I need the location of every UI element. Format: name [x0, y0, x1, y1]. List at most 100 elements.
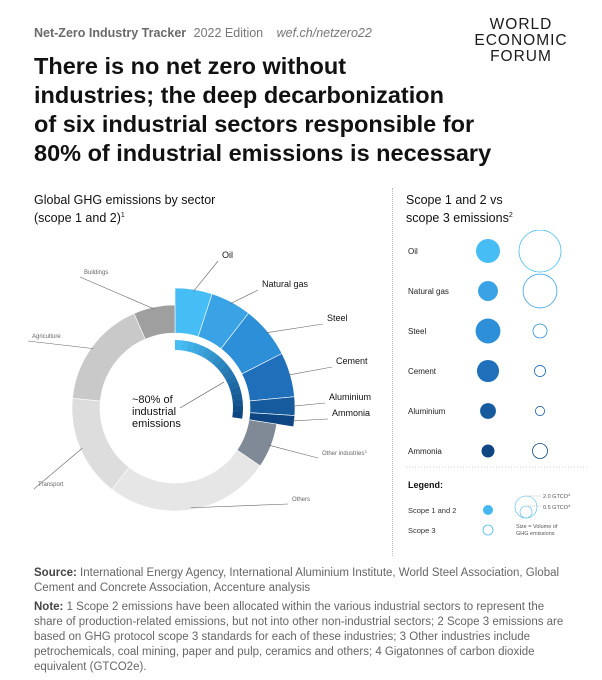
- slice-label-aluminium: Aluminium: [329, 392, 371, 402]
- industrial-arc-segment: [231, 392, 243, 401]
- bubble-row-label: Ammonia: [408, 447, 442, 456]
- bubble-chart-title: Scope 1 and 2 vs scope 3 emissions2: [406, 193, 513, 226]
- center-label-line-1: ~80% of: [132, 394, 174, 406]
- bubble-row-label: Aluminium: [408, 407, 446, 416]
- title-line-1: There is no net zero without: [34, 53, 347, 79]
- scope12-bubble: [476, 359, 500, 383]
- leader-line: [265, 323, 324, 334]
- legend-scope12-label: Scope 1 and 2: [408, 506, 456, 515]
- leader-line: [292, 402, 326, 407]
- legend-ref-large-sup: 4: [568, 492, 571, 497]
- legend-ref-small-label: 0.5 GTCO4: [543, 503, 571, 511]
- logo-line-2: ECONOMIC: [474, 32, 568, 49]
- legend-ref-small-circle: [519, 505, 533, 519]
- legend-ref-large-text: 2.0 GTCO: [543, 494, 569, 500]
- scope3-bubble: [532, 323, 548, 339]
- bubble-title-line-1: Scope 1 and 2 vs: [406, 193, 503, 207]
- leader-line: [27, 340, 94, 349]
- industrial-arc-segment: [219, 363, 231, 375]
- scope3-bubble: [518, 230, 562, 273]
- center-label-line-2: industrial: [132, 406, 176, 418]
- source-note: Source: International Energy Agency, Int…: [34, 566, 574, 596]
- industrial-arc-segment: [225, 374, 238, 385]
- center-leader-line: [179, 381, 225, 409]
- header-kicker: Net-Zero Industry Tracker 2022 Edition w…: [34, 26, 372, 40]
- logo-line-3: FORUM: [490, 48, 552, 65]
- leader-line: [193, 260, 219, 292]
- legend-size-reference: 2.0 GTCO4 0.5 GTCO4 Size = Volume of GHG…: [514, 492, 571, 537]
- footnote-marker: 1: [120, 212, 125, 219]
- chart-divider: [392, 188, 393, 556]
- industrial-arc-segment: [196, 344, 207, 357]
- legend-size-note-2: GHG emissions: [516, 531, 555, 537]
- bubble-chart: Oil Natural gas Steel Cement Aluminium Ammoni…: [406, 230, 588, 537]
- leader-line: [292, 418, 329, 422]
- slice-label-buildings: Buildings: [84, 270, 108, 276]
- donut-title-line-1: Global GHG emissions by sector: [34, 193, 216, 207]
- legend-scope3-label: Scope 3: [408, 526, 436, 535]
- footnotes: Note: 1 Scope 2 emissions have been allo…: [34, 600, 574, 675]
- source-label: Source:: [34, 567, 77, 579]
- slice-label-transport: Transport: [38, 482, 64, 488]
- slice-label-natural-gas: Natural gas: [262, 279, 309, 289]
- donut-slice-buildings: [133, 304, 176, 340]
- donut-title-text: (scope 1 and 2): [34, 211, 121, 226]
- note-text: 1 Scope 2 emissions have been allocated …: [34, 601, 564, 673]
- industrial-arc-segment: [201, 347, 213, 360]
- note-label: Note:: [34, 601, 64, 613]
- legend-title: Legend:: [408, 480, 443, 490]
- industrial-arc-segment: [211, 354, 223, 367]
- legend-ref-large-circle: [514, 495, 538, 519]
- slice-label-cement: Cement: [336, 356, 368, 366]
- source-url[interactable]: wef.ch/netzero22: [276, 26, 372, 40]
- leader-line: [190, 503, 289, 509]
- donut-slices: [71, 287, 296, 512]
- slice-label-oil: Oil: [222, 250, 233, 260]
- bubble-row-label: Steel: [408, 327, 426, 336]
- leader-line: [268, 444, 319, 459]
- scope3-bubble: [534, 365, 546, 377]
- slice-label-other-industries: Other industries3: [322, 449, 367, 457]
- wef-logo: WORLD ECONOMIC FORUM: [466, 17, 576, 65]
- donut-slice-agriculture: [72, 313, 146, 402]
- title-line-3: of six industrial sectors responsible fo…: [34, 111, 475, 137]
- donut-title-line-2: (scope 1 and 2)1: [34, 208, 215, 226]
- scope3-bubble: [532, 443, 548, 459]
- donut-slice-others: [111, 449, 261, 512]
- scope12-bubble: [480, 403, 496, 419]
- legend-ref-small-sup: 4: [568, 503, 571, 508]
- industrial-arc-segment: [206, 350, 218, 363]
- leader-line: [33, 447, 83, 490]
- donut-slice-transport: [71, 397, 130, 490]
- scope12-bubble: [476, 239, 500, 263]
- scope12-bubble: [478, 281, 498, 301]
- bubble-title-text: scope 3 emissions: [406, 211, 509, 226]
- slice-label-others: Others: [292, 497, 310, 503]
- title-line-4: 80% of industrial emissions is necessary: [34, 140, 492, 166]
- scope3-bubble: [535, 406, 545, 416]
- slice-label-steel: Steel: [327, 313, 348, 323]
- page-title: There is no net zero without industries;…: [34, 52, 504, 168]
- logo-line-1: WORLD: [489, 16, 553, 33]
- industrial-arc-segment: [175, 340, 182, 351]
- industrial-arc-segment: [191, 342, 201, 355]
- industrial-arc-segment: [180, 340, 189, 352]
- edition-label: 2022 Edition: [193, 26, 264, 40]
- center-label-line-3: emissions: [132, 418, 181, 430]
- leader-line: [79, 276, 155, 310]
- bubble-row-label: Oil: [408, 247, 418, 256]
- title-line-2: industries; the deep decarbonization: [34, 82, 444, 108]
- scope12-bubble: [475, 318, 501, 344]
- legend-ref-small-text: 0.5 GTCO: [543, 505, 569, 511]
- legend-scope12-dot: [483, 505, 493, 515]
- industrial-arc-segment: [215, 359, 227, 371]
- bubble-row-label: Natural gas: [408, 287, 449, 296]
- industrial-share-arc: [175, 340, 243, 419]
- leader-line: [230, 289, 259, 304]
- donut-chart: Oil Natural gas Steel Cement Aluminium Ammoni…: [27, 250, 371, 512]
- tracker-name: Net-Zero Industry Tracker: [34, 26, 187, 40]
- industrial-arc-segment: [232, 411, 243, 419]
- legend-scope3-dot: [482, 524, 494, 536]
- legend-size-note-1: Size = Volume of: [516, 524, 558, 530]
- bubble-row-label: Cement: [408, 367, 437, 376]
